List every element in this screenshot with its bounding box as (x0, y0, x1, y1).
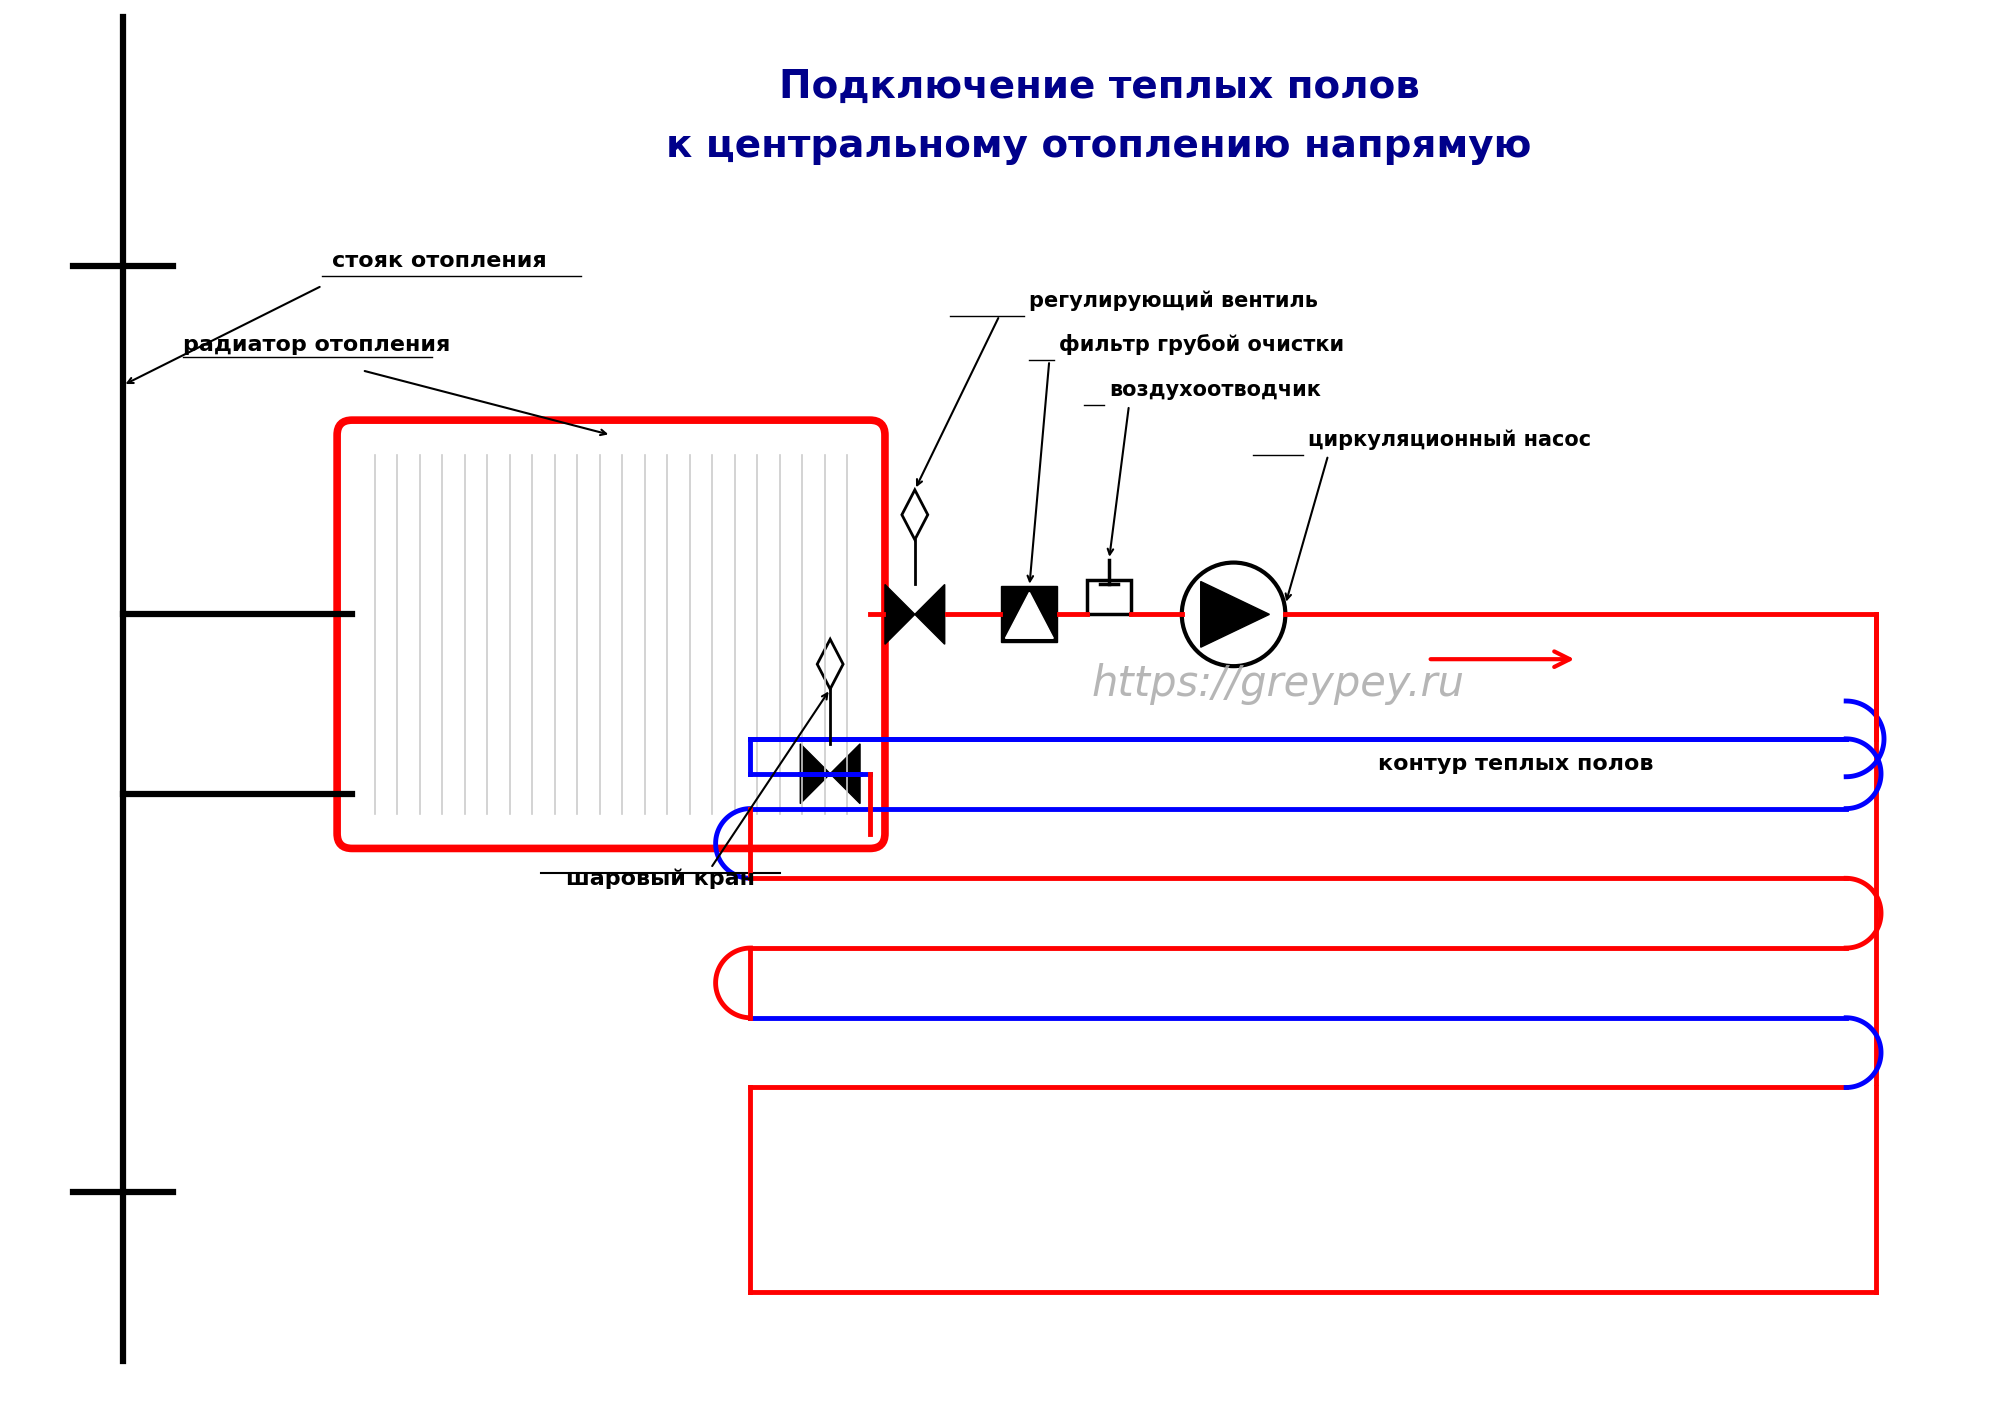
Polygon shape (1201, 581, 1269, 648)
Polygon shape (1087, 580, 1131, 614)
Text: к центральному отоплению напрямую: к центральному отоплению напрямую (665, 127, 1530, 165)
Text: https://greypey.ru: https://greypey.ru (1091, 663, 1465, 706)
Text: циркуляционный насос: циркуляционный насос (1307, 430, 1590, 450)
Polygon shape (1001, 587, 1057, 642)
Text: стояк отопления: стояк отопления (332, 250, 547, 270)
Text: Подключение теплых полов: Подключение теплых полов (779, 68, 1419, 106)
Text: шаровый кран: шаровый кран (565, 868, 755, 889)
Polygon shape (915, 584, 945, 645)
Polygon shape (799, 744, 829, 803)
Text: регулирующий вентиль: регулирующий вентиль (1029, 290, 1317, 311)
Polygon shape (817, 639, 843, 689)
Polygon shape (829, 744, 859, 803)
Text: радиатор отопления: радиатор отопления (182, 335, 450, 355)
Polygon shape (901, 489, 927, 540)
Text: фильтр грубой очистки: фильтр грубой очистки (1059, 334, 1345, 355)
Polygon shape (1005, 592, 1053, 638)
Text: воздухоотводчик: воздухоотводчик (1109, 380, 1321, 400)
Polygon shape (885, 584, 915, 645)
FancyBboxPatch shape (338, 420, 885, 848)
Text: контур теплых полов: контур теплых полов (1377, 754, 1652, 773)
Circle shape (1181, 563, 1285, 666)
